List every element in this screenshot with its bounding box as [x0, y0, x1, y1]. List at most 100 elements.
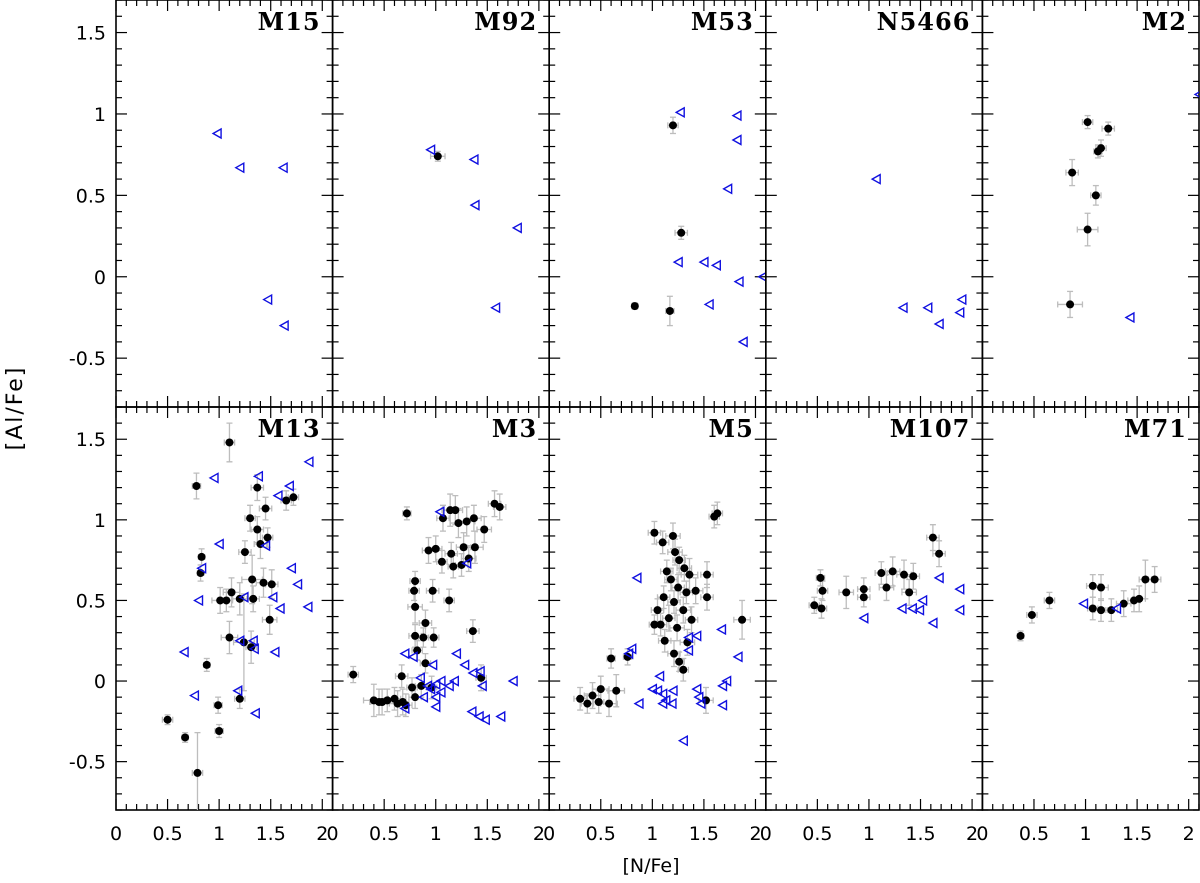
detection-point: [197, 552, 206, 561]
upper-limit-point: [277, 161, 288, 174]
x-tick-label: 0: [760, 823, 772, 845]
panel-m5: M5: [548, 406, 767, 811]
upper-limit-point: [917, 594, 928, 607]
upper-limit-point: [722, 183, 733, 195]
upper-limit-point: [933, 318, 944, 330]
detection-point: [248, 575, 257, 584]
data-points: [347, 490, 518, 726]
detection-point: [349, 670, 358, 679]
detection-point: [163, 715, 172, 724]
detection-point: [859, 585, 868, 594]
y-tick-label: 0: [94, 267, 106, 289]
data-points: [573, 501, 751, 747]
detection-point: [419, 633, 428, 642]
detection-point: [411, 602, 420, 611]
upper-limit-point: [443, 680, 454, 692]
detection-point: [437, 557, 446, 566]
panel-title: N5466: [877, 7, 971, 36]
panel-title: M5: [709, 414, 754, 443]
upper-limit-point: [469, 199, 480, 211]
detection-point: [909, 572, 918, 581]
x-tick-label: 1.5: [472, 823, 502, 845]
data-points: [161, 422, 314, 810]
panel-frame: [981, 406, 1200, 811]
upper-limit-point: [954, 604, 965, 616]
panel-frame: [331, 0, 551, 408]
upper-limit-point: [652, 685, 663, 697]
upper-limit-point: [717, 699, 728, 711]
detection-point: [468, 627, 477, 636]
detection-point: [480, 525, 489, 534]
upper-limit-point: [302, 601, 313, 613]
y-tick-label: 0.5: [76, 185, 106, 207]
panel-m13: M13: [115, 406, 334, 811]
upper-limit-point: [399, 647, 410, 660]
detection-point: [905, 588, 914, 597]
x-tick-label: 0.5: [152, 823, 182, 845]
upper-limit-point: [430, 678, 441, 690]
detection-point: [674, 583, 683, 592]
upper-limit-point: [262, 293, 273, 306]
upper-limit-point: [414, 672, 425, 684]
detection-point: [1083, 118, 1092, 127]
detection-point: [679, 606, 688, 615]
upper-limit-point: [933, 572, 944, 584]
detection-point: [612, 686, 621, 695]
detection-point: [664, 614, 673, 623]
x-tick-label: 0: [976, 823, 988, 845]
panel-title: M92: [474, 7, 537, 36]
upper-limit-point: [247, 635, 258, 647]
detection-point: [605, 699, 614, 708]
detection-point: [680, 564, 689, 573]
detection-point: [1066, 300, 1075, 309]
detection-point: [282, 496, 291, 505]
detection-point: [818, 586, 827, 595]
detection-point: [662, 567, 671, 576]
panel-title: M53: [691, 7, 754, 36]
detection-point: [588, 691, 597, 700]
data-points: [1057, 91, 1200, 324]
x-tick-label: 1.5: [1122, 823, 1152, 845]
detection-point: [817, 604, 826, 613]
upper-limit-point: [693, 691, 704, 703]
upper-limit-point: [954, 583, 965, 595]
data-points: [1016, 559, 1162, 642]
upper-limit-point: [858, 612, 869, 624]
detection-point: [433, 152, 442, 161]
detection-point: [668, 121, 677, 130]
upper-limit-point: [450, 647, 462, 660]
detection-point: [882, 583, 891, 592]
detection-point: [679, 665, 688, 674]
upper-limit-point: [292, 578, 303, 591]
upper-limit-point: [490, 301, 501, 314]
detection-point: [421, 659, 430, 668]
detection-point: [289, 493, 298, 502]
panel-frame: [115, 406, 334, 811]
detection-point: [665, 306, 674, 315]
upper-limit-point: [927, 617, 938, 629]
x-tick-label: 0: [543, 823, 555, 845]
upper-limit-point: [238, 591, 249, 603]
detection-point: [410, 586, 419, 595]
detection-point: [935, 549, 944, 558]
x-tick-label: 2: [533, 823, 545, 845]
detection-point: [261, 504, 270, 513]
upper-limit-point: [691, 683, 702, 695]
x-tick-label: 1.5: [905, 823, 935, 845]
upper-limit-point: [737, 336, 748, 348]
x-tick-label: 0.5: [802, 823, 832, 845]
upper-limit-point: [683, 644, 694, 657]
detection-point: [859, 593, 868, 602]
upper-limit-point: [196, 562, 207, 574]
upper-limit-point: [1078, 597, 1089, 610]
detection-point: [650, 528, 659, 537]
detection-point: [1016, 631, 1025, 640]
upper-limit-point: [956, 293, 967, 306]
detection-point: [1091, 191, 1100, 200]
upper-limit-point: [234, 161, 245, 174]
upper-limit-point: [703, 298, 714, 311]
upper-limit-point: [248, 643, 259, 655]
upper-limit-point: [666, 697, 677, 710]
detection-point: [668, 531, 677, 540]
detection-point: [673, 623, 682, 632]
